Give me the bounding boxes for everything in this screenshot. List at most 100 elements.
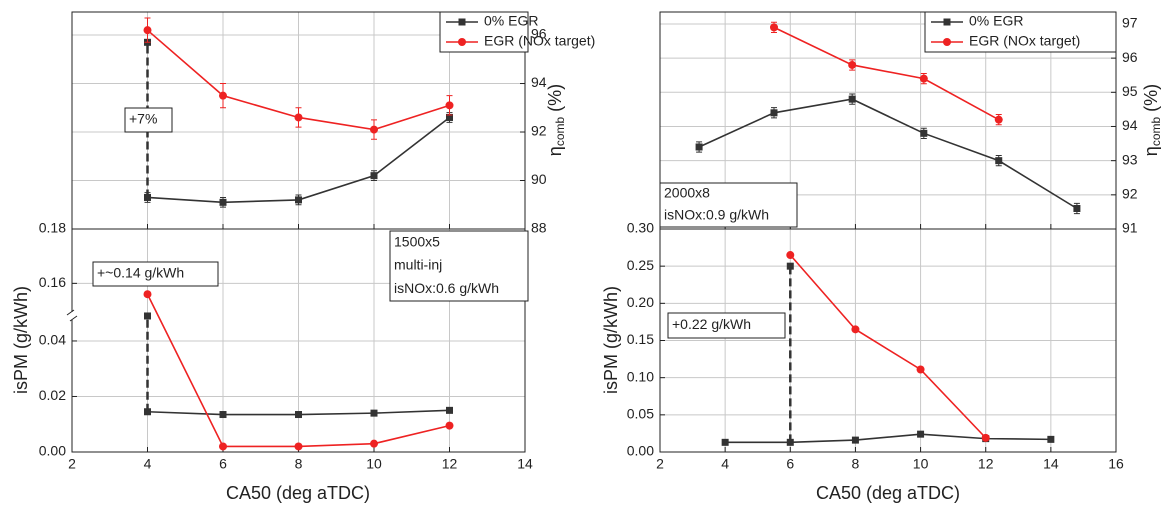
data-point xyxy=(848,60,857,69)
y-axis-label-text: η xyxy=(545,146,565,156)
y-axis-label: isPM (g/kWh) xyxy=(601,286,621,394)
series-line xyxy=(773,26,1000,121)
data-point xyxy=(695,143,703,151)
y-axis-label-sub: comb xyxy=(553,116,567,146)
y-tick-label: 96 xyxy=(1122,49,1138,65)
y-tick-label: 90 xyxy=(531,171,547,187)
data-point xyxy=(786,251,795,260)
data-point xyxy=(786,438,794,446)
legend-box xyxy=(924,11,1117,53)
y-tick-label: 92 xyxy=(1122,186,1138,202)
y-tick-label: 0.30 xyxy=(627,220,654,236)
annotation-box xyxy=(659,182,798,228)
data-point xyxy=(994,115,1003,124)
y-tick-label: 0.20 xyxy=(627,294,654,310)
x-tick-label: 10 xyxy=(366,456,382,472)
y-tick-label: 0.16 xyxy=(39,274,66,290)
y-tick-label: 0.25 xyxy=(627,257,654,273)
change-arrow-head xyxy=(786,262,794,270)
data-point xyxy=(370,409,378,417)
annotation-text: isNOx:0.9 g/kWh xyxy=(664,207,769,223)
annotation-box xyxy=(667,312,786,339)
y-axis-label-text: isPM (g/kWh) xyxy=(11,286,31,394)
x-tick-label: 8 xyxy=(295,456,303,472)
annotation-box xyxy=(92,261,219,287)
y-tick-label: 95 xyxy=(1122,83,1138,99)
annotation-text: +7% xyxy=(129,111,157,127)
annotation-text: 2000x8 xyxy=(664,185,710,201)
y-axis-label: isPM (g/kWh) xyxy=(11,286,31,394)
y-tick-label: 97 xyxy=(1122,15,1138,31)
x-tick-label: 12 xyxy=(442,456,458,472)
legend-marker xyxy=(458,38,466,46)
data-point xyxy=(770,23,778,32)
legend-label: 0% EGR xyxy=(969,13,1023,29)
series-line xyxy=(698,98,1078,210)
y-axis-label-sub: comb xyxy=(1149,116,1163,146)
legend-label: EGR (NOx target) xyxy=(484,33,595,49)
axis-break xyxy=(66,309,75,316)
y-tick-label: 0.02 xyxy=(39,387,66,403)
x-tick-label: 10 xyxy=(913,456,929,472)
annotation-box xyxy=(124,107,173,133)
data-point xyxy=(294,442,303,451)
y-tick-label: 94 xyxy=(1122,117,1138,133)
plot-frame xyxy=(71,228,526,453)
x-tick-label: 2 xyxy=(656,456,664,472)
data-point xyxy=(1073,204,1081,212)
annotation-text: 1500x5 xyxy=(394,233,440,249)
data-point xyxy=(144,193,151,201)
x-tick-label: 2 xyxy=(68,456,76,472)
data-point xyxy=(446,113,453,121)
data-point xyxy=(919,74,928,83)
y-tick-label: 94 xyxy=(531,74,547,90)
y-tick-label: 0.00 xyxy=(39,443,66,459)
x-axis-label: CA50 (deg aTDC) xyxy=(226,483,370,503)
x-tick-label: 12 xyxy=(978,456,994,472)
axis-break-gap xyxy=(67,311,77,320)
y-axis-label-unit: (%) xyxy=(545,84,565,117)
x-axis-label: CA50 (deg aTDC) xyxy=(816,483,960,503)
data-point xyxy=(370,439,378,448)
plot-frame xyxy=(659,228,1117,453)
legend-marker xyxy=(943,38,951,46)
y-tick-label: 93 xyxy=(1122,151,1138,167)
data-point xyxy=(981,433,990,442)
data-point xyxy=(851,436,859,444)
data-point xyxy=(219,411,227,419)
x-tick-label: 6 xyxy=(219,456,227,472)
data-point xyxy=(370,125,378,134)
data-point xyxy=(1047,435,1055,443)
legend-marker xyxy=(943,18,951,26)
y-tick-label: 92 xyxy=(531,123,547,139)
legend-label: EGR (NOx target) xyxy=(969,33,1080,49)
data-point xyxy=(370,172,378,180)
x-tick-label: 14 xyxy=(517,456,533,472)
x-tick-label: 14 xyxy=(1043,456,1059,472)
change-arrow-head xyxy=(144,312,151,320)
y-tick-label: 0.10 xyxy=(627,368,654,384)
x-tick-label: 16 xyxy=(1108,456,1124,472)
legend-box xyxy=(439,11,529,53)
annotation-text: +~0.14 g/kWh xyxy=(97,265,184,281)
y-axis-label-text: η xyxy=(1141,146,1161,156)
y-tick-label: 0.04 xyxy=(39,332,66,348)
data-point xyxy=(995,157,1003,165)
data-point xyxy=(295,411,302,419)
data-point xyxy=(721,438,729,446)
annotation-box xyxy=(389,230,529,302)
y-tick-label: 91 xyxy=(1122,220,1138,236)
data-point xyxy=(920,129,928,137)
y-axis-label: ηcomb (%) xyxy=(1141,84,1163,156)
y-axis-label: ηcomb (%) xyxy=(545,84,567,156)
data-point xyxy=(219,198,227,206)
data-point xyxy=(294,113,303,122)
data-point xyxy=(219,442,227,451)
y-axis-label-text: isPM (g/kWh) xyxy=(601,286,621,394)
data-point xyxy=(144,408,151,416)
data-point xyxy=(446,406,453,414)
y-tick-label: 0.05 xyxy=(627,406,654,422)
data-point xyxy=(219,91,227,100)
